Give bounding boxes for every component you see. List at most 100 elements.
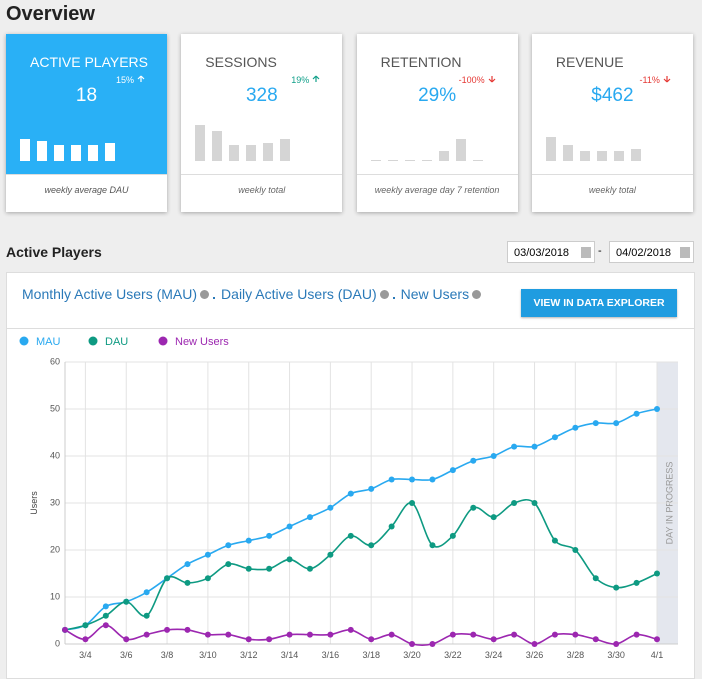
- data-point: [592, 636, 599, 643]
- card-change: 15%: [116, 75, 145, 85]
- data-point: [184, 561, 191, 568]
- x-tick-label: 3/14: [281, 650, 299, 660]
- data-point: [388, 523, 395, 530]
- y-tick-label: 50: [50, 403, 60, 413]
- data-point: [470, 504, 477, 511]
- sparkline: [195, 125, 291, 161]
- data-point: [327, 631, 334, 638]
- change-text: 15%: [115, 75, 134, 85]
- stat-card[interactable]: REVENUE $462 -11% weekly total: [531, 34, 693, 212]
- spark-bar: [88, 145, 98, 161]
- spark-bar: [246, 145, 257, 161]
- change-text: -100%: [458, 75, 485, 85]
- date-from[interactable]: 03/03/2018: [507, 241, 595, 263]
- help-icon[interactable]: [379, 290, 389, 299]
- card-caption: weekly total: [588, 185, 636, 195]
- data-point: [347, 490, 354, 497]
- data-point: [204, 551, 211, 558]
- data-point: [429, 641, 436, 647]
- y-axis-label: Users: [29, 491, 39, 515]
- data-point: [204, 631, 211, 638]
- stat-card[interactable]: RETENTION 29% -100% weekly average day 7 re…: [356, 34, 518, 212]
- calendar-icon: [581, 247, 591, 258]
- data-point: [531, 443, 538, 450]
- data-point: [490, 514, 497, 521]
- data-point: [511, 443, 518, 450]
- data-point: [123, 636, 130, 643]
- stat-card[interactable]: SESSIONS 328 19% weekly total: [181, 34, 343, 212]
- data-point: [470, 457, 477, 464]
- data-point: [143, 631, 150, 638]
- panel: Monthly Active Users (MAU) Daily Active U…: [6, 272, 695, 679]
- data-point: [613, 641, 620, 647]
- data-point: [449, 631, 456, 638]
- x-tick-label: 3/26: [526, 650, 544, 660]
- x-tick-label: 3/22: [444, 650, 462, 660]
- spark-bar: [472, 160, 483, 161]
- section-title: Active Players: [6, 244, 102, 260]
- sparkline: [20, 139, 115, 161]
- x-tick-label: 3/4: [79, 650, 92, 660]
- series-links: Monthly Active Users (MAU) Daily Active U…: [22, 286, 485, 302]
- series-line: [64, 624, 658, 646]
- data-point: [102, 622, 109, 629]
- trend-arrow: [312, 75, 320, 82]
- data-point: [102, 603, 109, 610]
- help-icon[interactable]: [200, 290, 210, 299]
- series-link[interactable]: Monthly Active Users (MAU): [22, 286, 198, 302]
- data-point: [429, 476, 436, 483]
- data-point: [143, 612, 150, 619]
- data-point: [368, 636, 375, 643]
- change-text: -11%: [639, 75, 660, 85]
- x-tick-label: 3/28: [567, 650, 585, 660]
- divider: [7, 328, 694, 329]
- data-point: [368, 542, 375, 549]
- data-point: [572, 424, 579, 431]
- data-point: [266, 532, 273, 539]
- data-point: [266, 565, 273, 572]
- data-point: [449, 467, 456, 474]
- card-footer: [531, 174, 693, 212]
- data-point: [654, 636, 660, 643]
- spark-bar: [229, 145, 240, 161]
- card-title: SESSIONS: [205, 54, 277, 70]
- spark-bar: [195, 125, 206, 161]
- page-title: Overview: [6, 3, 95, 25]
- series-link[interactable]: New Users: [400, 286, 470, 302]
- series-link[interactable]: Daily Active Users (DAU): [221, 286, 377, 302]
- spark-bar: [263, 143, 274, 161]
- data-point: [592, 575, 599, 582]
- data-point: [531, 500, 538, 506]
- data-point: [409, 641, 416, 647]
- data-point: [347, 532, 354, 539]
- data-point: [511, 500, 518, 506]
- data-point: [368, 485, 375, 492]
- trend-arrow: [663, 76, 671, 83]
- data-point: [409, 476, 416, 483]
- data-point: [164, 575, 171, 582]
- spark-bar: [438, 151, 449, 161]
- spark-bar: [105, 143, 115, 161]
- data-point: [82, 636, 89, 643]
- legend-marker: [19, 336, 29, 346]
- x-tick-label: 4/1: [651, 650, 664, 660]
- data-point: [184, 626, 191, 633]
- spark-bar: [212, 131, 223, 161]
- x-tick-label: 3/16: [322, 650, 340, 660]
- data-point: [654, 570, 660, 577]
- explore-button[interactable]: VIEW IN DATA EXPLORER: [521, 289, 677, 317]
- data-point: [347, 626, 354, 633]
- date-text: 03/03/2018: [514, 247, 570, 259]
- y-tick-label: 0: [55, 638, 60, 648]
- data-point: [633, 631, 640, 638]
- separator: [392, 297, 395, 299]
- date-to[interactable]: 04/02/2018: [609, 241, 694, 263]
- help-icon[interactable]: [472, 290, 482, 299]
- data-point: [266, 636, 273, 643]
- stat-card[interactable]: ACTIVE PLAYERS 18 15% weekly average DAU: [6, 34, 167, 212]
- spark-bar: [545, 137, 556, 161]
- sparkline: [370, 139, 483, 161]
- arrow: [488, 76, 496, 83]
- card-change: 19%: [291, 75, 320, 85]
